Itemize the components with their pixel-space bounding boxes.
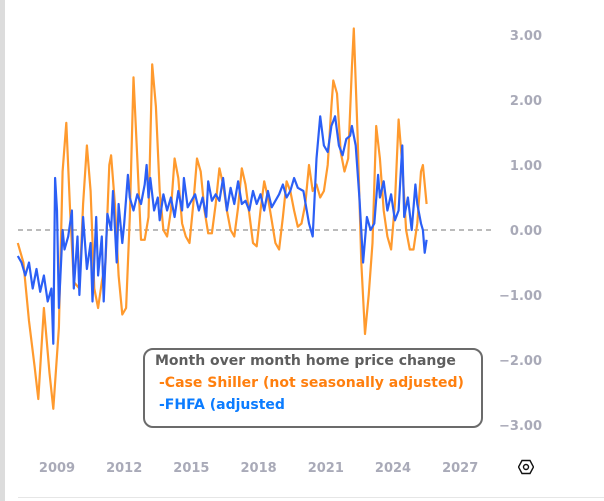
bottom-divider bbox=[18, 497, 604, 498]
y-tick-label: 0.00 bbox=[510, 224, 542, 239]
y-tick-label: −2.00 bbox=[499, 354, 542, 369]
series-lines bbox=[16, 27, 428, 410]
x-tick-label: 2024 bbox=[375, 461, 411, 476]
y-tick-label: 2.00 bbox=[510, 94, 542, 109]
left-edge bbox=[0, 0, 5, 501]
settings-icon[interactable] bbox=[518, 459, 534, 475]
y-tick-label: 3.00 bbox=[510, 29, 542, 44]
x-tick-label: 2027 bbox=[442, 461, 478, 476]
x-tick-label: 2015 bbox=[173, 461, 209, 476]
legend: Month over month home price change -Case… bbox=[143, 348, 483, 428]
x-tick-label: 2021 bbox=[308, 461, 344, 476]
legend-item-case-shiller: -Case Shiller (not seasonally adjusted) bbox=[159, 375, 464, 391]
y-tick-label: −1.00 bbox=[499, 289, 542, 304]
y-axis: 3.00 2.00 1.00 0.00 −1.00 −2.00 −3.00 bbox=[499, 29, 542, 434]
x-tick-label: 2009 bbox=[39, 461, 75, 476]
y-tick-label: −3.00 bbox=[499, 419, 542, 434]
x-tick-label: 2012 bbox=[106, 461, 142, 476]
y-tick-label: 1.00 bbox=[510, 159, 542, 174]
x-axis: 2009 2012 2015 2018 2021 2024 2027 bbox=[39, 461, 478, 476]
x-tick-label: 2018 bbox=[241, 461, 277, 476]
series-line-fhfa bbox=[16, 115, 428, 345]
legend-title: Month over month home price change bbox=[155, 353, 456, 369]
legend-item-fhfa: -FHFA (adjusted bbox=[159, 397, 285, 413]
series-line-case-shiller bbox=[16, 27, 428, 410]
